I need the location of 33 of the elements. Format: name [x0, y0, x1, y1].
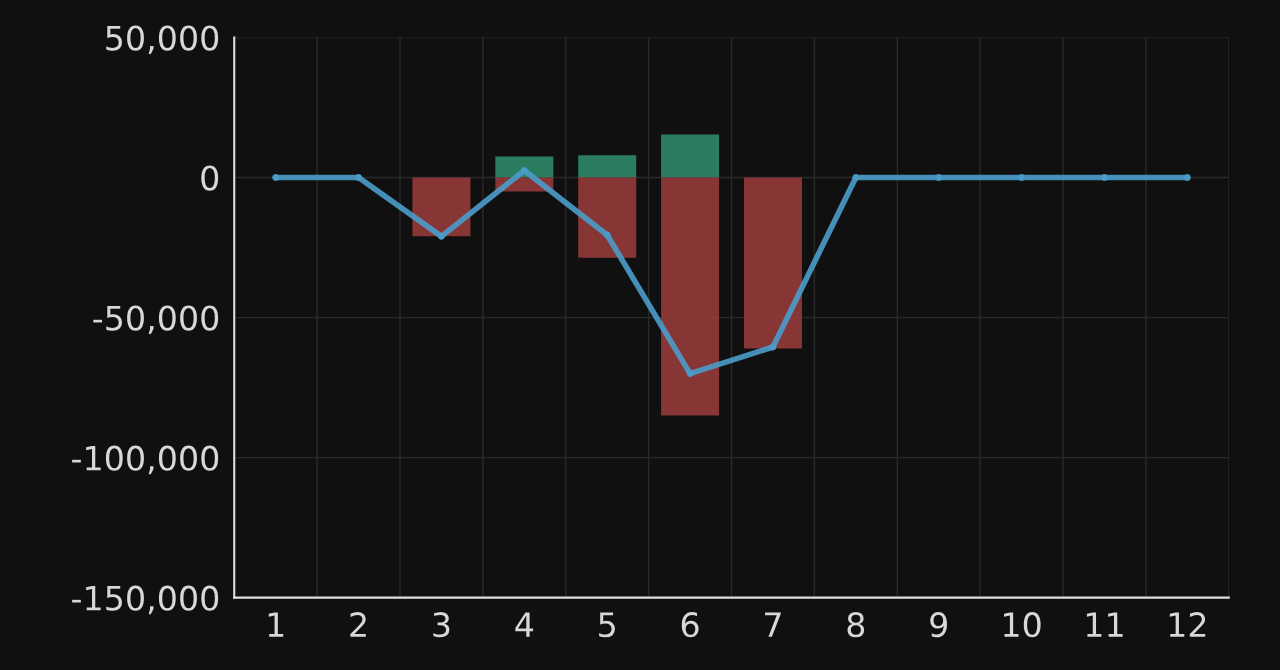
y-tick-label: 50,000: [106, 25, 219, 55]
x-tick-label: 11: [1086, 612, 1123, 637]
point: [603, 231, 611, 239]
x-tick-label: 5: [599, 612, 615, 638]
point: [272, 174, 280, 182]
y-tick-label: -150,000: [72, 585, 219, 615]
point: [686, 370, 694, 378]
y-tick-label: -100,000: [72, 445, 219, 475]
x-tick-label: 8: [847, 612, 865, 638]
x-tick-label: 9: [930, 612, 947, 638]
point: [1101, 174, 1108, 182]
x-tick-label: 6: [681, 612, 699, 638]
bar: [661, 177, 720, 416]
point: [935, 174, 943, 182]
point: [1018, 174, 1026, 182]
point: [1183, 174, 1191, 182]
x-tick-label: 4: [515, 612, 534, 637]
point: [355, 174, 363, 182]
bar: [743, 177, 802, 349]
point: [437, 232, 445, 240]
x-tick-label: 3: [433, 612, 450, 638]
point: [852, 174, 860, 182]
y-tick-label: 0: [201, 165, 219, 191]
x-tick-label: 2: [350, 612, 366, 637]
x-tick-label: 7: [765, 612, 781, 637]
point: [520, 167, 528, 175]
x-tick-label: 1: [268, 612, 284, 637]
y-tick-label: -50,000: [93, 305, 219, 335]
bar: [578, 155, 637, 178]
x-tick-label: 12: [1169, 612, 1206, 637]
bar: [661, 134, 720, 178]
x-tick-label: 10: [1004, 612, 1041, 638]
bar: [578, 177, 637, 258]
